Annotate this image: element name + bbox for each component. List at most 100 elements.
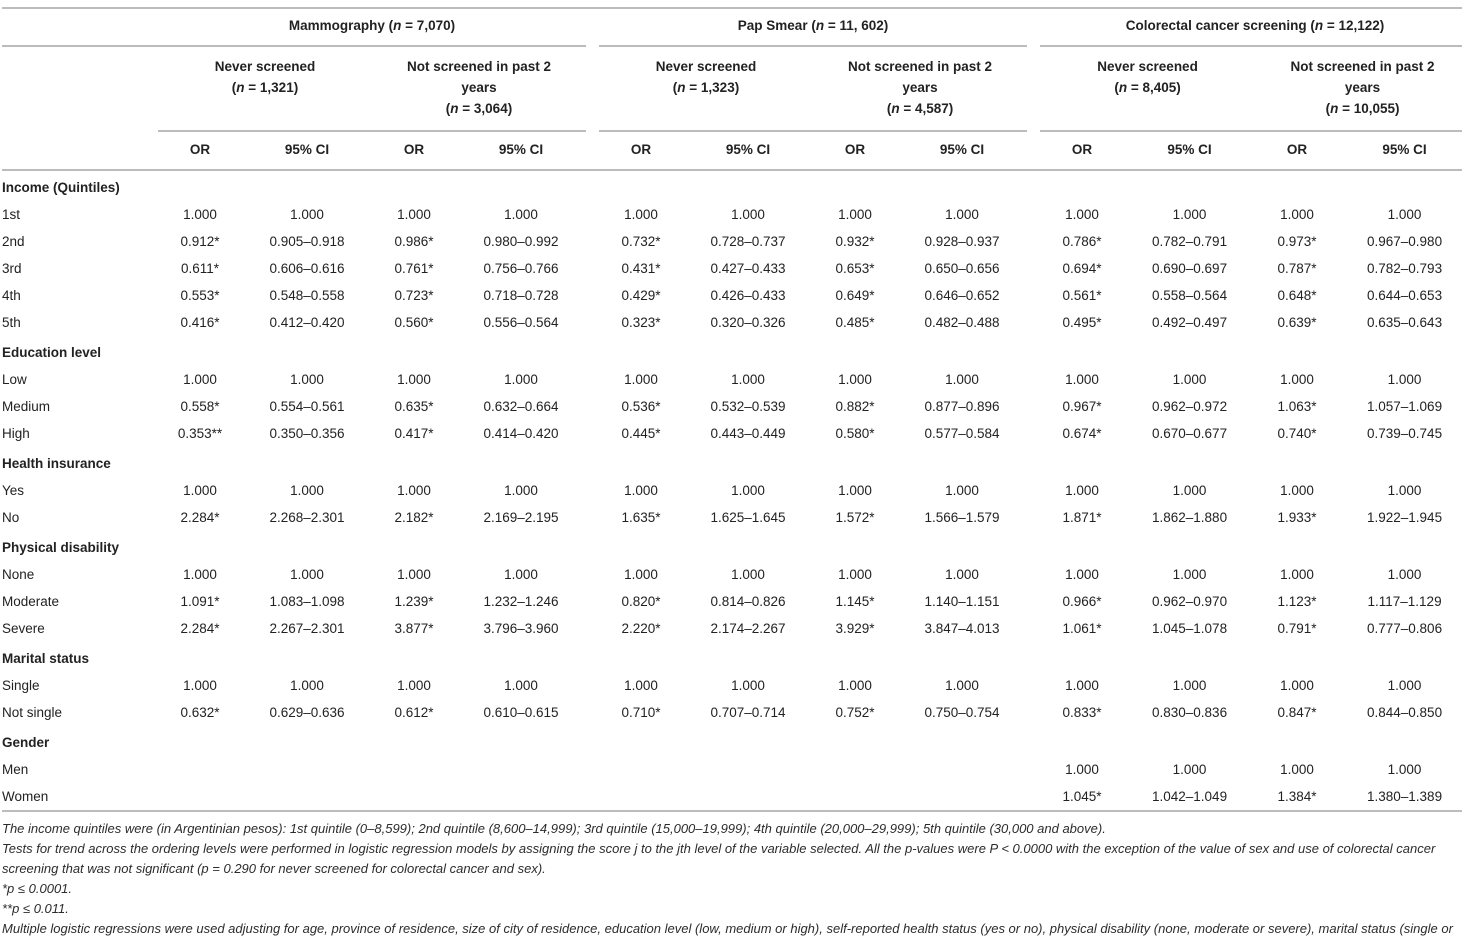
or-value-cell: 0.495* bbox=[1062, 315, 1102, 330]
or-value-cell: 1.000 bbox=[838, 207, 872, 222]
ci-value-cell: 0.320–0.326 bbox=[710, 315, 786, 330]
subgroup-name: Not screened in past 2 years bbox=[847, 59, 993, 95]
or-value-cell: 2.284* bbox=[180, 621, 220, 636]
section-label: Gender bbox=[2, 735, 50, 750]
ci-value-cell bbox=[456, 783, 586, 812]
footnote-p-011: **p ≤ 0.011. bbox=[2, 901, 69, 916]
or-ci-header-row: OR 95% CI OR 95% CI OR 95% CI OR 95% CI … bbox=[2, 131, 1462, 171]
column-gap bbox=[586, 588, 599, 615]
column-gap bbox=[1027, 477, 1040, 504]
column-gap bbox=[1027, 699, 1040, 726]
or-value-cell: 1.000 bbox=[1280, 372, 1314, 387]
ci-value-cell: 0.492–0.497 bbox=[1152, 315, 1228, 330]
column-gap bbox=[1027, 309, 1040, 336]
table-row: Low 1.000 1.000 1.000 1.000 1.000 1.000 1.000 1.… bbox=[2, 366, 1462, 393]
or-value-cell: 0.674* bbox=[1062, 426, 1102, 441]
subgroup-name: Never screened bbox=[214, 59, 316, 74]
ci-value-cell: 0.905–0.918 bbox=[269, 234, 345, 249]
row-label: Yes bbox=[2, 483, 25, 498]
table-row: 1st 1.000 1.000 1.000 1.000 1.000 1.000 1.000 1.… bbox=[2, 201, 1462, 228]
ci-value-cell: 0.830–0.836 bbox=[1152, 705, 1228, 720]
table-row: Women 1.045* 1.042–1.049 1.384* 1.380–1.389 bbox=[2, 783, 1462, 812]
column-gap bbox=[1027, 588, 1040, 615]
ci-value-cell: 0.980–0.992 bbox=[483, 234, 559, 249]
ci-value-cell: 1.000 bbox=[1172, 567, 1207, 582]
or-value-cell: 1.000 bbox=[183, 567, 217, 582]
or-value-cell: 0.820* bbox=[621, 594, 661, 609]
column-gap bbox=[586, 309, 599, 336]
or-value-cell: 1.572* bbox=[835, 510, 875, 525]
column-gap bbox=[1027, 131, 1041, 171]
or-value-cell bbox=[813, 756, 897, 783]
group-title-count: = 12,122) bbox=[1323, 18, 1385, 33]
group-header-row: Mammography (n = 7,070) Pap Smear (n = 1… bbox=[2, 7, 1462, 47]
or-value-cell: 0.417* bbox=[394, 426, 434, 441]
or-value-cell: 0.611* bbox=[180, 261, 220, 276]
or-value-cell: 0.445* bbox=[621, 426, 661, 441]
ci-value-cell: 0.750–0.754 bbox=[924, 705, 1000, 720]
ci-column-header: 95% CI bbox=[1339, 131, 1462, 171]
table-row: No 2.284* 2.268–2.301 2.182* 2.169–2.195 1.63… bbox=[2, 504, 1462, 531]
ci-value-cell: 0.412–0.420 bbox=[269, 315, 345, 330]
ci-value-cell: 1.000 bbox=[731, 567, 765, 582]
or-value-cell: 0.639* bbox=[1277, 315, 1317, 330]
empty-cell bbox=[2, 131, 158, 171]
column-gap bbox=[1027, 420, 1040, 447]
or-value-cell: 1.000 bbox=[397, 372, 431, 387]
or-value-cell: 1.000 bbox=[183, 372, 217, 387]
ci-value-cell: 1.000 bbox=[1387, 762, 1422, 777]
or-value-cell: 0.416* bbox=[180, 315, 220, 330]
or-value-cell: 0.833* bbox=[1062, 705, 1102, 720]
ci-value-cell: 0.606–0.616 bbox=[269, 261, 345, 276]
ci-value-cell: 0.690–0.697 bbox=[1152, 261, 1228, 276]
or-value-cell: 1.000 bbox=[397, 678, 431, 693]
table-row: 3rd 0.611* 0.606–0.616 0.761* 0.756–0.766 0.4… bbox=[2, 255, 1462, 282]
n-symbol: n bbox=[815, 18, 825, 33]
section-label: Education level bbox=[2, 345, 102, 360]
column-gap bbox=[1027, 672, 1040, 699]
ci-value-cell: 1.000 bbox=[1387, 483, 1422, 498]
screening-odds-ratio-table: Mammography (n = 7,070) Pap Smear (n = 1… bbox=[2, 7, 1462, 812]
column-gap bbox=[586, 46, 599, 131]
or-value-cell: 1.000 bbox=[838, 483, 872, 498]
ci-value-cell: 1.000 bbox=[504, 678, 538, 693]
ci-value-cell: 0.814–0.826 bbox=[710, 594, 786, 609]
ci-value-cell: 1.000 bbox=[731, 372, 765, 387]
or-value-cell: 3.929* bbox=[835, 621, 875, 636]
or-column-header: OR bbox=[813, 131, 897, 171]
ci-value-cell: 1.862–1.880 bbox=[1152, 510, 1228, 525]
ci-value-cell bbox=[897, 756, 1027, 783]
column-gap bbox=[586, 477, 599, 504]
or-value-cell: 0.787* bbox=[1277, 261, 1317, 276]
table-row: Single 1.000 1.000 1.000 1.000 1.000 1.000 1.00… bbox=[2, 672, 1462, 699]
or-value-cell: 1.000 bbox=[624, 678, 658, 693]
ci-value-cell: 2.268–2.301 bbox=[269, 510, 345, 525]
or-value-cell: 0.632* bbox=[180, 705, 220, 720]
footnote-income-quintiles: The income quintiles were (in Argentinia… bbox=[2, 821, 1106, 836]
subgroup-mammography-never-screened: Never screened (n = 1,321) bbox=[158, 46, 372, 132]
section-row: Health insurance bbox=[2, 447, 1462, 477]
section-row: Marital status bbox=[2, 642, 1462, 672]
ci-value-cell: 0.635–0.643 bbox=[1367, 315, 1443, 330]
subgroup-mammography-not-past-2-years: Not screened in past 2 years (n = 3,064) bbox=[372, 46, 586, 132]
row-label-column-header bbox=[2, 7, 158, 47]
ci-value-cell: 2.174–2.267 bbox=[710, 621, 786, 636]
table-row: 4th 0.553* 0.548–0.558 0.723* 0.718–0.728 0.4… bbox=[2, 282, 1462, 309]
or-value-cell: 0.536* bbox=[621, 399, 661, 414]
ci-value-cell: 1.000 bbox=[290, 483, 324, 498]
or-value-cell: 0.752* bbox=[835, 705, 875, 720]
ci-value-cell: 0.962–0.972 bbox=[1152, 399, 1228, 414]
group-title-text: Colorectal cancer screening ( bbox=[1125, 18, 1315, 33]
or-value-cell: 0.912* bbox=[180, 234, 220, 249]
or-value-cell: 0.973* bbox=[1277, 234, 1317, 249]
or-value-cell: 1.000 bbox=[183, 678, 217, 693]
column-gap bbox=[1027, 228, 1040, 255]
ci-value-cell: 0.350–0.356 bbox=[269, 426, 345, 441]
n-symbol: n bbox=[393, 18, 402, 33]
section-label: Health insurance bbox=[2, 456, 111, 471]
subgroup-colorectal-never-screened: Never screened (n = 8,405) bbox=[1040, 46, 1256, 132]
or-value-cell: 1.871* bbox=[1062, 510, 1102, 525]
subgroup-name: Never screened bbox=[1097, 59, 1198, 74]
column-gap bbox=[586, 672, 599, 699]
ci-value-cell: 0.777–0.806 bbox=[1367, 621, 1443, 636]
